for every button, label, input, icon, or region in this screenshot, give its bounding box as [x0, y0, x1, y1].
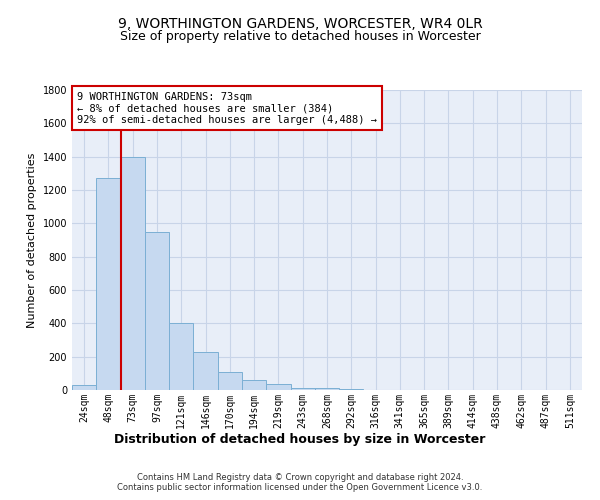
- Y-axis label: Number of detached properties: Number of detached properties: [27, 152, 37, 328]
- Bar: [96, 178, 121, 390]
- Text: Contains public sector information licensed under the Open Government Licence v3: Contains public sector information licen…: [118, 484, 482, 492]
- Bar: [290, 388, 315, 390]
- Text: Contains HM Land Registry data © Crown copyright and database right 2024.: Contains HM Land Registry data © Crown c…: [137, 472, 463, 482]
- Bar: [121, 156, 145, 390]
- Bar: [145, 232, 169, 390]
- Text: Distribution of detached houses by size in Worcester: Distribution of detached houses by size …: [115, 432, 485, 446]
- Bar: [242, 380, 266, 390]
- Bar: [266, 384, 290, 390]
- Bar: [72, 385, 96, 390]
- Bar: [315, 388, 339, 390]
- Bar: [218, 372, 242, 390]
- Bar: [339, 389, 364, 390]
- Text: 9, WORTHINGTON GARDENS, WORCESTER, WR4 0LR: 9, WORTHINGTON GARDENS, WORCESTER, WR4 0…: [118, 18, 482, 32]
- Bar: [193, 352, 218, 390]
- Text: Size of property relative to detached houses in Worcester: Size of property relative to detached ho…: [119, 30, 481, 43]
- Bar: [169, 322, 193, 390]
- Text: 9 WORTHINGTON GARDENS: 73sqm
← 8% of detached houses are smaller (384)
92% of se: 9 WORTHINGTON GARDENS: 73sqm ← 8% of det…: [77, 92, 377, 124]
